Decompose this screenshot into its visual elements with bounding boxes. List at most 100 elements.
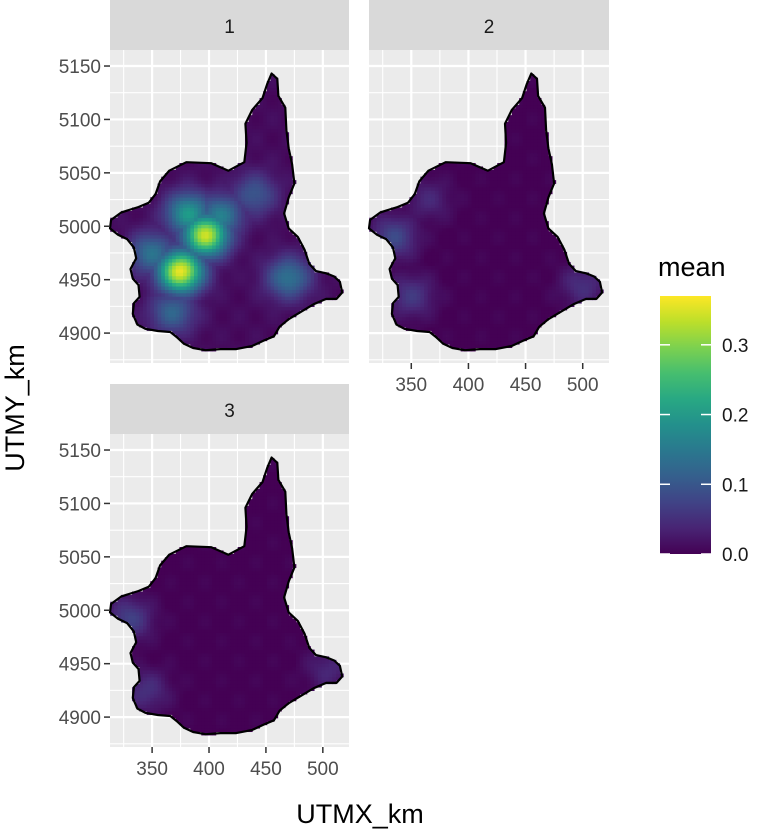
- heatmap-cell: [478, 292, 483, 297]
- heatmap-cell: [478, 262, 483, 266]
- heatmap-cell: [135, 221, 140, 225]
- heatmap-cell: [493, 200, 498, 205]
- heatmap-cell: [328, 292, 333, 297]
- heatmap-cell: [457, 190, 462, 195]
- heatmap-cell: [270, 306, 275, 311]
- heatmap-cell: [471, 221, 476, 225]
- heatmap-cell: [522, 197, 527, 202]
- heatmap-cell: [314, 279, 319, 284]
- heatmap-cell: [519, 286, 524, 290]
- heatmap-cell: [431, 186, 436, 191]
- heatmap-cell: [471, 238, 476, 243]
- heatmap-cell: [467, 193, 473, 198]
- heatmap-cell: [394, 245, 399, 249]
- heatmap-cell: [427, 289, 432, 294]
- heatmap-cell: [175, 245, 180, 249]
- heatmap-cell: [266, 207, 271, 212]
- heatmap-cell: [183, 173, 188, 178]
- heatmap-cell: [295, 292, 300, 297]
- heatmap-cell: [255, 104, 260, 109]
- heatmap-cell: [486, 248, 491, 253]
- heatmap-cell: [438, 166, 443, 171]
- heatmap-cell: [416, 231, 421, 236]
- heatmap-cell: [168, 275, 173, 280]
- heatmap-cell: [212, 173, 217, 178]
- heatmap-cell: [515, 166, 520, 171]
- heatmap-cell: [508, 255, 513, 260]
- heatmap-cell: [486, 330, 491, 335]
- heatmap-cell: [237, 173, 242, 178]
- heatmap-cell: [241, 337, 246, 342]
- heatmap-cell: [420, 310, 425, 314]
- heatmap-cell: [482, 200, 487, 205]
- heatmap-cell: [241, 316, 246, 321]
- heatmap-cell: [135, 320, 140, 325]
- heatmap-cell: [277, 118, 282, 123]
- heatmap-cell: [255, 282, 260, 287]
- heatmap-cell: [248, 200, 253, 205]
- heatmap-cell: [467, 344, 473, 349]
- heatmap-cell: [135, 255, 140, 260]
- heatmap-cell: [321, 272, 326, 277]
- heatmap-cell: [460, 289, 465, 294]
- heatmap-cell: [493, 337, 498, 342]
- heatmap-cell: [493, 183, 498, 188]
- heatmap-cell: [460, 238, 465, 243]
- heatmap-cell: [471, 245, 476, 249]
- heatmap-cell: [493, 289, 498, 294]
- heatmap-cell: [457, 286, 462, 290]
- heatmap-cell: [519, 262, 524, 266]
- heatmap-cell: [248, 190, 253, 195]
- heatmap-cell: [266, 234, 271, 239]
- heatmap-cell: [252, 258, 257, 263]
- heatmap-cell: [413, 241, 418, 246]
- heatmap-cell: [482, 344, 487, 349]
- heatmap-cell: [139, 303, 144, 307]
- heatmap-cell: [153, 296, 158, 301]
- heatmap-cell: [504, 197, 509, 202]
- heatmap-cell: [223, 180, 228, 184]
- heatmap-cell: [226, 197, 231, 202]
- heatmap-cell: [292, 265, 297, 270]
- heatmap-cell: [446, 316, 451, 321]
- heatmap-cell: [255, 262, 260, 266]
- heatmap-cell: [204, 173, 209, 178]
- heatmap-cell: [172, 268, 177, 273]
- heatmap-cell: [511, 234, 516, 239]
- heatmap-cell: [219, 173, 224, 178]
- heatmap-cell: [519, 241, 524, 246]
- heatmap-cell: [511, 180, 516, 184]
- heatmap-cell: [175, 238, 180, 243]
- heatmap-cell: [435, 173, 440, 178]
- heatmap-cell: [303, 268, 308, 273]
- heatmap-cell: [478, 258, 483, 263]
- heatmap-cell: [446, 180, 451, 184]
- heatmap-cell: [215, 286, 220, 290]
- heatmap-cell: [552, 245, 557, 249]
- heatmap-cell: [193, 344, 199, 349]
- heatmap-cell: [255, 238, 260, 243]
- heatmap-cell: [446, 292, 451, 297]
- heatmap-cell: [394, 299, 399, 304]
- heatmap-cell: [226, 238, 231, 243]
- heatmap-cell: [489, 251, 494, 256]
- heatmap-cell: [453, 330, 458, 335]
- heatmap-cell: [193, 173, 199, 178]
- heatmap-cell: [161, 183, 166, 188]
- heatmap-cell: [219, 323, 224, 328]
- heatmap-cell: [212, 224, 217, 229]
- heatmap-cell: [519, 299, 524, 304]
- heatmap-cell: [398, 238, 403, 243]
- heatmap-cell: [259, 262, 264, 266]
- heatmap-cell: [482, 214, 487, 219]
- heatmap-cell: [471, 190, 476, 195]
- heatmap-cell: [478, 265, 483, 270]
- heatmap-cell: [150, 272, 155, 277]
- heatmap-cell: [310, 282, 315, 287]
- heatmap-cell: [497, 245, 502, 249]
- heatmap-cell: [153, 245, 158, 249]
- heatmap-cell: [179, 183, 184, 188]
- heatmap-cell: [274, 214, 279, 219]
- heatmap-cell: [533, 152, 538, 157]
- heatmap-cell: [409, 292, 414, 297]
